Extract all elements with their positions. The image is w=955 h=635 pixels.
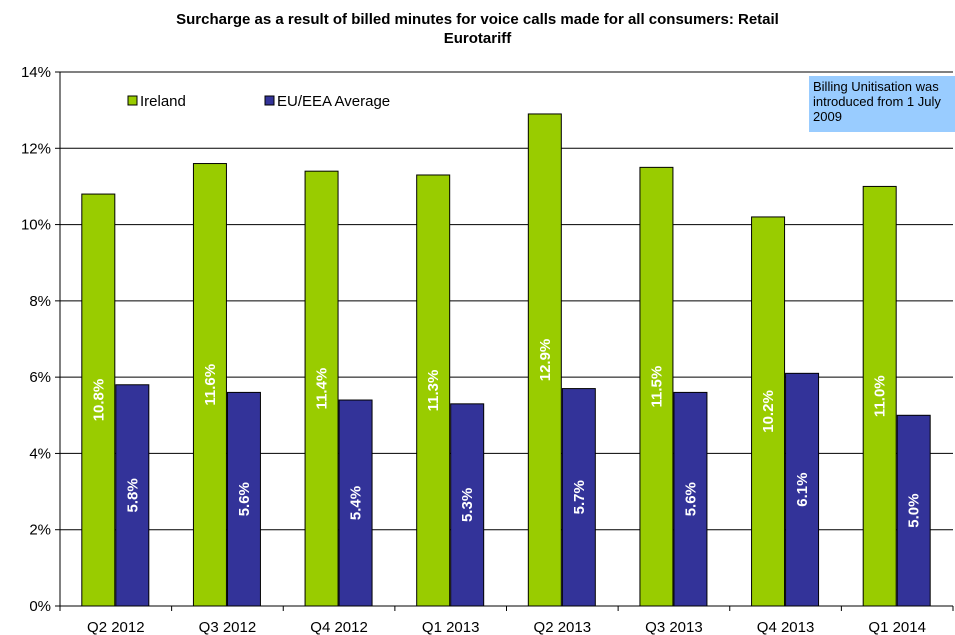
bar-eu-eea-average xyxy=(338,399,373,607)
legend-item-eu-eea-average: EU/EEA Average xyxy=(264,93,390,110)
y-tick-label: 0% xyxy=(29,598,51,615)
legend-label: Ireland xyxy=(140,93,186,110)
bar-ireland xyxy=(639,166,674,607)
y-tick-label: 6% xyxy=(29,369,51,386)
data-labels: 10.8% 5.8% 11.6% 5.6% 11.4% 5.4% 11.3% 5.3% 12.9… xyxy=(90,339,922,528)
y-tick-label: 10% xyxy=(21,217,51,234)
data-label: 10.2% xyxy=(760,390,777,433)
data-label: 10.8% xyxy=(90,379,107,422)
y-tick-label: 14% xyxy=(21,64,51,81)
data-label: 5.8% xyxy=(124,478,141,512)
bar-eu-eea-average xyxy=(673,391,708,607)
data-label: 5.6% xyxy=(236,482,253,516)
y-tick-label: 12% xyxy=(21,140,51,157)
data-label: 5.0% xyxy=(906,494,923,528)
x-category-label: Q2 2012 xyxy=(87,619,145,635)
bar-ireland xyxy=(416,174,451,607)
annotation-note: Billing Unitisation was introduced from … xyxy=(809,76,955,132)
bar-eu-eea-average xyxy=(785,372,820,607)
bar-ireland xyxy=(304,170,339,607)
legend-swatch xyxy=(127,95,138,106)
bar-ireland xyxy=(751,216,786,607)
x-category-label: Q1 2014 xyxy=(868,619,926,635)
x-category-label: Q1 2013 xyxy=(422,619,480,635)
bar-ireland xyxy=(527,113,562,607)
bar-eu-eea-average xyxy=(896,414,931,607)
bar-eu-eea-average xyxy=(450,403,485,607)
bars xyxy=(81,113,931,607)
bar-eu-eea-average xyxy=(115,384,150,607)
bar-eu-eea-average xyxy=(561,388,596,607)
bar-ireland xyxy=(192,163,227,607)
x-category-label: Q4 2012 xyxy=(310,619,368,635)
legend-swatch xyxy=(264,95,275,106)
data-label: 11.0% xyxy=(872,375,889,417)
data-label: 5.6% xyxy=(682,482,699,516)
data-label: 5.7% xyxy=(571,480,588,514)
y-tick-label: 8% xyxy=(29,293,51,310)
data-label: 5.3% xyxy=(459,488,476,522)
x-category-label: Q3 2013 xyxy=(645,619,703,635)
x-category-label: Q3 2012 xyxy=(199,619,257,635)
chart-title-line-1: Surcharge as a result of billed minutes … xyxy=(176,11,779,28)
bar-ireland xyxy=(862,185,897,607)
data-label: 11.5% xyxy=(648,366,665,408)
data-label: 6.1% xyxy=(794,473,811,507)
chart-title: Surcharge as a result of billed minutes … xyxy=(0,10,955,48)
x-category-label: Q2 2013 xyxy=(534,619,592,635)
data-label: 5.4% xyxy=(348,486,365,520)
x-category-label: Q4 2013 xyxy=(757,619,815,635)
data-label: 12.9% xyxy=(537,339,554,382)
bar-eu-eea-average xyxy=(226,391,261,607)
data-label: 11.6% xyxy=(202,364,219,406)
y-tick-label: 4% xyxy=(29,445,51,462)
legend-label: EU/EEA Average xyxy=(277,93,390,110)
legend-item-ireland: Ireland xyxy=(127,93,186,110)
bar-ireland xyxy=(81,193,116,607)
y-tick-label: 2% xyxy=(29,522,51,539)
data-label: 11.3% xyxy=(425,370,442,412)
chart-title-line-2: Eurotariff xyxy=(443,30,512,47)
data-label: 11.4% xyxy=(314,368,331,410)
legend: Ireland EU/EEA Average xyxy=(127,93,390,110)
